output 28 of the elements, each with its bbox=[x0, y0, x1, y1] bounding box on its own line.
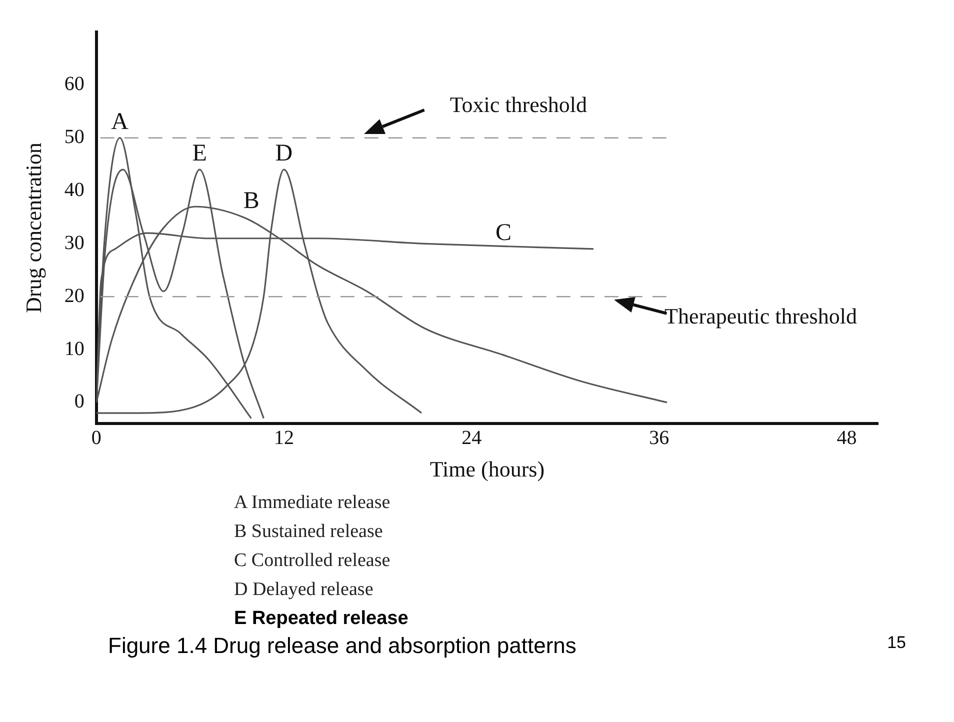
y-tick-label: 60 bbox=[64, 73, 84, 96]
text: B Sustained release bbox=[234, 520, 384, 544]
caption: Figure 1.4 Drug release and absorption patterns bbox=[108, 633, 576, 659]
ref-line-label: Therapeutic threshold bbox=[664, 304, 857, 329]
y-tick-label: 30 bbox=[64, 232, 84, 254]
x-tick-label: 24 bbox=[462, 426, 482, 449]
x-axis-title: Time (hours) bbox=[430, 456, 545, 482]
y-axis-title: Drug concentration bbox=[20, 142, 46, 314]
series-label: E bbox=[192, 140, 207, 167]
text: D Delayed release bbox=[234, 578, 374, 602]
x-tick-label: 48 bbox=[836, 426, 857, 449]
x-tick-label: 12 bbox=[274, 426, 294, 449]
series-label: A bbox=[111, 108, 130, 135]
y-tick-label: 20 bbox=[64, 284, 84, 307]
series-label: C bbox=[495, 220, 512, 246]
text: E Repeated release bbox=[234, 607, 410, 631]
ref-line-label: Toxic threshold bbox=[450, 92, 588, 117]
y-tick-label: 0 bbox=[74, 390, 84, 413]
text: A Immediate release bbox=[234, 491, 392, 515]
y-tick-label: 10 bbox=[64, 338, 84, 360]
x-tick-label: 36 bbox=[649, 426, 670, 449]
series-label: D bbox=[275, 140, 293, 167]
text: C Controlled release bbox=[234, 549, 392, 573]
text: 15 bbox=[887, 633, 906, 654]
x-tick-label: 0 bbox=[91, 426, 102, 449]
y-tick-label: 50 bbox=[64, 126, 84, 148]
y-tick-label: 40 bbox=[64, 179, 84, 202]
series-label: B bbox=[243, 188, 260, 214]
